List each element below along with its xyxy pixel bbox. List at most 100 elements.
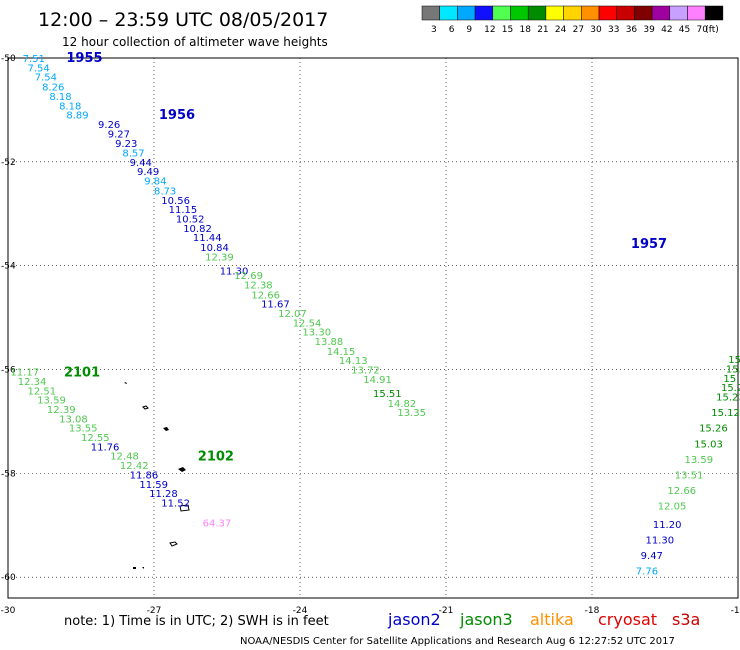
wave-height-point: 13.55 <box>69 424 98 435</box>
wave-height-point: 12.48 <box>110 452 139 463</box>
wave-height-point: 11.28 <box>149 489 178 500</box>
wave-height-point: 64.37 <box>203 519 232 530</box>
legend-label: 70 <box>697 25 709 35</box>
wave-height-point: 9.23 <box>115 139 137 150</box>
wave-height-point: 11.44 <box>193 233 222 244</box>
island <box>142 567 144 569</box>
wave-height-point: 15.5 <box>726 365 740 376</box>
wave-height-point: 11.20 <box>653 520 682 531</box>
legend-swatch <box>510 5 529 21</box>
wave-height-point: 13.35 <box>397 408 426 419</box>
axis-ticks: -30 -27 -24 -21 -18 -15 -50 -52 -54 -56 -58 -60 <box>1 54 740 616</box>
island <box>142 405 149 410</box>
satellite-legend-item: altika <box>530 610 574 629</box>
wave-height-point: 12.69 <box>234 271 263 282</box>
wave-height-point: 12.51 <box>27 386 56 397</box>
legend-label: 33 <box>608 25 619 35</box>
wave-height-point: 11.52 <box>161 498 190 509</box>
islands <box>124 382 190 569</box>
x-tick-label: -30 <box>1 606 16 616</box>
wave-height-point: 13.30 <box>302 328 331 339</box>
legend-swatch <box>669 5 688 21</box>
legend-label: 30 <box>590 25 602 35</box>
legend-label: 27 <box>573 25 584 35</box>
wave-height-point: 11.15 <box>169 205 198 216</box>
wave-height-point: 15.2 <box>721 383 740 394</box>
wave-height-point: 14.91 <box>363 375 392 386</box>
wave-height-point: 12.07 <box>278 309 307 320</box>
wave-height-point: 15 <box>728 355 740 366</box>
y-tick-label: -56 <box>1 366 16 376</box>
time-label: 1957 <box>631 237 667 252</box>
footnote: note: 1) Time is in UTC; 2) SWH is in fe… <box>64 614 329 629</box>
wave-height-point: 9.84 <box>144 177 166 188</box>
legend-label: (ft) <box>705 25 719 35</box>
wave-height-point: 7.51 <box>23 54 45 65</box>
legend-swatch <box>634 5 653 21</box>
wave-height-point: 11.76 <box>91 442 120 453</box>
island <box>124 382 127 384</box>
wave-height-point: 8.73 <box>154 186 176 197</box>
legend-swatch <box>439 5 458 21</box>
wave-height-point: 8.18 <box>49 92 71 103</box>
x-tick-label: -18 <box>585 606 600 616</box>
plot-frame <box>7 57 739 599</box>
wave-height-point: 15.03 <box>694 439 723 450</box>
legend-swatch <box>563 5 582 21</box>
wave-height-point: 9.47 <box>641 551 663 562</box>
wave-height-point: 11.30 <box>220 266 249 277</box>
satellite-legend-item: cryosat <box>598 610 657 629</box>
legend-swatch <box>651 5 671 21</box>
satellite-legend: jason2 jason3 altika cryosat s3a <box>387 610 700 629</box>
wave-height-point: 15.26 <box>699 424 728 435</box>
legend-swatch <box>687 5 706 21</box>
wave-height-point: 11.30 <box>646 535 675 546</box>
wave-height-point: 12.05 <box>658 502 687 513</box>
wave-height-point: 15.12 <box>711 408 740 419</box>
wave-height-point: 12.66 <box>667 486 696 497</box>
wave-height-point: 12.42 <box>120 461 149 472</box>
wave-height-point: 9.27 <box>108 129 130 140</box>
legend-label: 9 <box>466 25 472 35</box>
wave-height-point: 13.08 <box>59 414 88 425</box>
grid-lines <box>8 58 738 598</box>
wave-height-point: 8.89 <box>66 111 88 122</box>
time-label: 1956 <box>159 108 195 123</box>
wave-height-point: 10.84 <box>200 243 229 254</box>
legend-swatch <box>527 5 547 21</box>
time-labels: 1955 1956 1957 2101 2102 <box>64 51 667 465</box>
wave-height-point: 8.57 <box>122 149 144 160</box>
satellite-legend-item: jason2 <box>387 610 441 629</box>
satellite-legend-item: jason3 <box>459 610 513 629</box>
color-scale-legend: 3 6 9 12 15 18 21 24 27 30 33 36 39 42 45 70(ft) <box>421 5 724 35</box>
legend-label: 39 <box>643 25 655 35</box>
wave-height-point: 8.18 <box>59 101 81 112</box>
wave-height-point: 14.15 <box>327 347 356 358</box>
wave-height-point: 12.54 <box>293 318 322 329</box>
wave-height-point: 12.66 <box>251 290 280 301</box>
x-tick-label: -24 <box>293 606 308 616</box>
legend-label: 24 <box>555 25 567 35</box>
wave-height-point: 11.67 <box>261 300 290 311</box>
wave-height-point: 15.23 <box>716 393 740 404</box>
legend-label: 42 <box>661 25 672 35</box>
legend-swatch <box>616 5 635 21</box>
island <box>133 567 136 569</box>
time-label: 2101 <box>64 366 100 381</box>
legend-swatch <box>598 5 617 21</box>
y-tick-label: -58 <box>1 469 16 479</box>
legend-label: 3 <box>431 25 437 35</box>
wave-height-point: 13.72 <box>351 366 380 377</box>
wave-height-point: 13.88 <box>315 337 344 348</box>
wave-height-point: 15.51 <box>373 389 402 400</box>
wave-height-point: 10.56 <box>161 196 190 207</box>
wave-height-point: 9.26 <box>98 120 120 131</box>
wave-height-point: 13.59 <box>684 455 713 466</box>
wave-height-point: 12.55 <box>81 433 110 444</box>
legend-swatch <box>457 5 476 21</box>
legend-label: 45 <box>679 25 690 35</box>
x-tick-label: -21 <box>439 606 454 616</box>
wave-height-point: 14.82 <box>388 399 417 410</box>
